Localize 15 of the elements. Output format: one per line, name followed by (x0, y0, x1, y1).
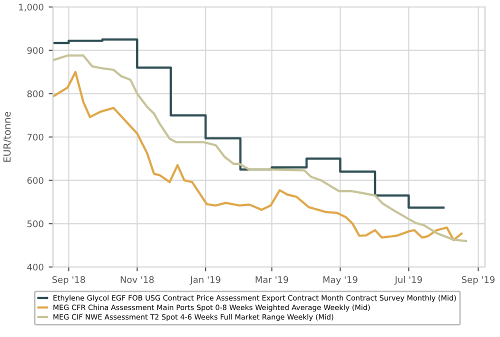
x-tick-label: Jul '19 (394, 276, 422, 285)
x-tick-label: Mar '19 (256, 276, 288, 284)
y-tick-label: 900 (27, 47, 44, 54)
y-tick-label: 700 (27, 134, 44, 141)
y-tick-label: 400 (27, 264, 44, 271)
x-tick-label: Nov '18 (120, 276, 154, 284)
y-tick-label: 1,000 (19, 4, 44, 12)
x-tick-label: Jan '19 (190, 276, 220, 285)
y-tick-label: 800 (27, 90, 44, 98)
y-tick-label: 600 (27, 177, 44, 184)
x-tick-label: Sep '19 (462, 276, 495, 285)
x-tick-label: May '19 (323, 276, 358, 285)
y-axis-title: EUR/tonne (3, 112, 12, 162)
x-tick-label: Sep '18 (52, 276, 86, 285)
y-tick-label: 500 (27, 220, 44, 228)
